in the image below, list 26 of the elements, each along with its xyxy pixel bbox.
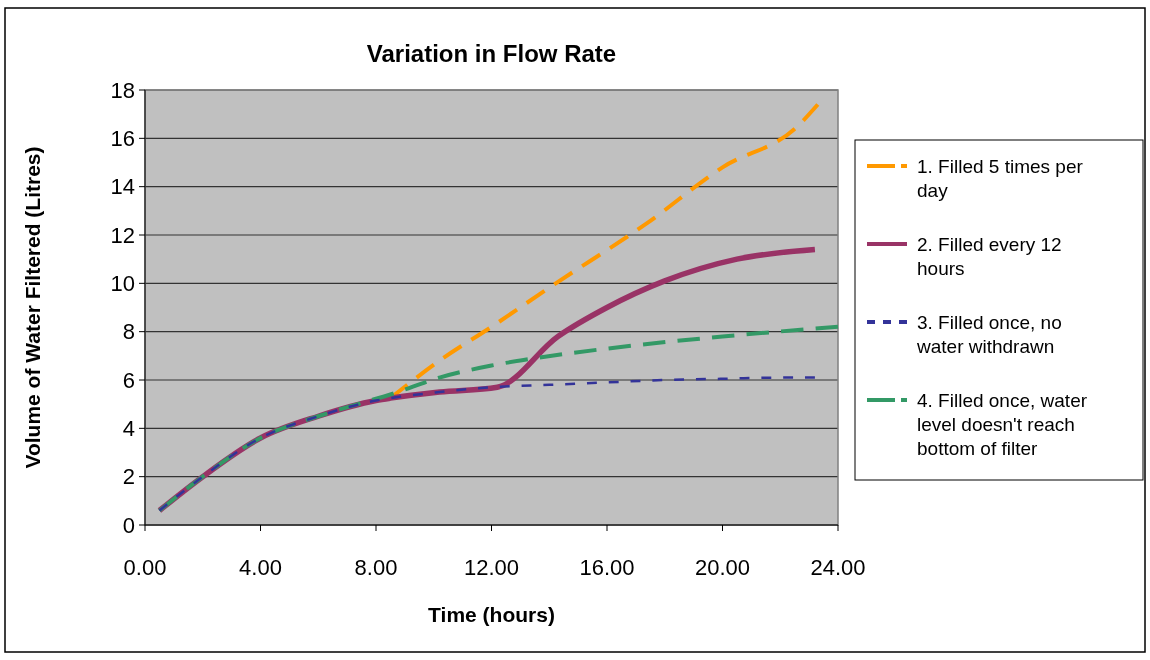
- y-tick-label: 4: [122, 416, 135, 442]
- x-tick-label: 8.00: [354, 555, 398, 580]
- y-tick-label: 8: [122, 319, 135, 345]
- x-tick-label: 4.00: [239, 555, 282, 580]
- y-tick-label: 14: [110, 174, 135, 200]
- y-tick-label: 12: [110, 222, 135, 248]
- x-tick-label: 0.00: [123, 555, 167, 580]
- legend-label: 2. Filled every 12 hours: [917, 234, 1062, 279]
- legend-label: 4. Filled once, water level doesn't reach bottom of filter: [917, 390, 1088, 459]
- y-tick-label: 2: [122, 464, 135, 490]
- y-tick-label: 16: [110, 126, 135, 152]
- chart-title: Variation in Flow Rate: [366, 40, 617, 67]
- legend-label: 1. Filled 5 times per day: [917, 156, 1084, 201]
- y-tick-label: 0: [122, 512, 135, 538]
- x-tick-label: 20.00: [694, 555, 751, 580]
- x-tick-label: 12.00: [463, 555, 520, 580]
- x-tick-label: 24.00: [810, 555, 866, 580]
- legend-label: 3. Filled once, no water withdrawn: [916, 312, 1062, 357]
- y-tick-label: 18: [110, 77, 135, 103]
- x-tick-label: 16.00: [579, 555, 635, 580]
- y-tick-label: 10: [110, 271, 135, 297]
- y-tick-label: 6: [122, 367, 135, 393]
- line-series: [157, 324, 840, 513]
- x-axis-title: Time (hours): [428, 603, 555, 626]
- y-axis-title: Volume of Water Filtered (Litres): [21, 146, 44, 469]
- line-series: [158, 376, 817, 512]
